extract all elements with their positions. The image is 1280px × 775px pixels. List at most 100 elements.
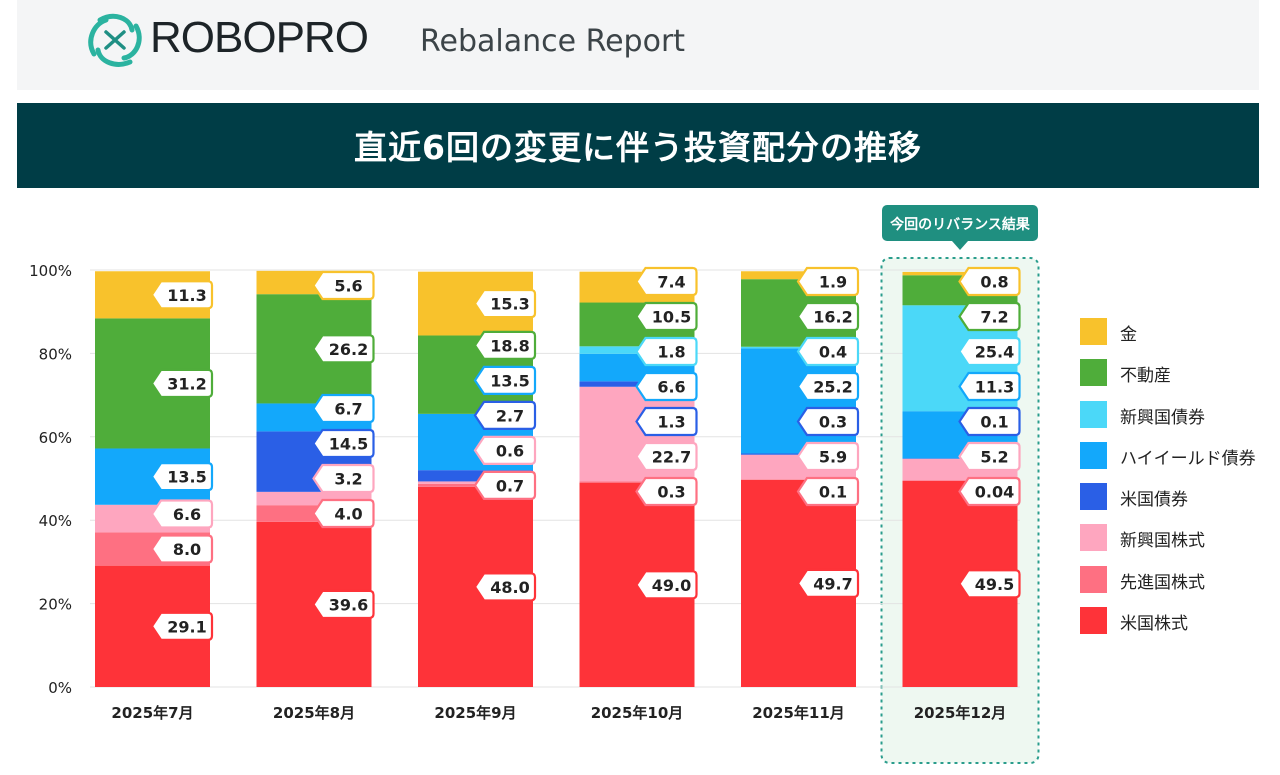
data-label: 1.3 bbox=[657, 413, 685, 432]
bar-segment bbox=[741, 271, 856, 280]
data-label-box bbox=[958, 301, 1021, 332]
data-label-box bbox=[312, 589, 375, 620]
data-label: 5.6 bbox=[334, 277, 362, 296]
data-label-box bbox=[312, 463, 375, 494]
data-label-box bbox=[150, 462, 214, 492]
data-label: 7.4 bbox=[657, 273, 685, 292]
legend-swatch bbox=[1080, 565, 1107, 593]
data-label: 25.4 bbox=[975, 343, 1014, 362]
y-tick-label: 40% bbox=[39, 512, 72, 530]
data-label: 6.6 bbox=[657, 378, 685, 397]
data-label-box bbox=[796, 266, 860, 297]
data-label: 0.3 bbox=[819, 413, 847, 432]
data-label-box bbox=[796, 476, 860, 507]
bar-segment bbox=[418, 470, 533, 482]
data-label: 1.9 bbox=[819, 273, 847, 292]
y-tick-label: 20% bbox=[39, 596, 72, 614]
legend-label: 米国株式 bbox=[1120, 614, 1188, 635]
data-label: 3.2 bbox=[334, 470, 362, 489]
brand-name: ROBOPRO bbox=[150, 13, 369, 62]
bar-segment bbox=[902, 271, 1018, 276]
data-label-box bbox=[635, 371, 698, 402]
data-label: 13.5 bbox=[167, 468, 206, 487]
legend-label: 不動産 bbox=[1120, 366, 1171, 387]
legend-swatch bbox=[1080, 318, 1107, 345]
data-label: 11.3 bbox=[167, 286, 206, 305]
data-label: 0.7 bbox=[496, 476, 524, 495]
data-label-box bbox=[473, 470, 537, 500]
data-label-box bbox=[473, 572, 537, 602]
data-label: 49.5 bbox=[975, 575, 1014, 594]
data-label-box bbox=[150, 534, 214, 564]
data-label: 0.4 bbox=[819, 343, 847, 362]
data-label: 22.7 bbox=[652, 448, 691, 467]
y-tick-label: 100% bbox=[29, 262, 72, 280]
legend-label: 先進国株式 bbox=[1120, 572, 1205, 593]
data-label: 18.8 bbox=[490, 336, 529, 355]
x-tick-label: 2025年8月 bbox=[273, 704, 355, 722]
data-label-box bbox=[150, 280, 214, 310]
data-label: 39.6 bbox=[329, 595, 368, 614]
data-label-box bbox=[958, 371, 1021, 402]
x-tick-label: 2025年9月 bbox=[434, 704, 516, 722]
legend-label: 米国債券 bbox=[1120, 490, 1188, 511]
data-label: 6.7 bbox=[334, 400, 362, 419]
legend-label: 新興国債券 bbox=[1120, 407, 1205, 428]
data-label-box bbox=[473, 400, 537, 430]
data-label-box bbox=[473, 365, 537, 395]
data-label-box bbox=[150, 499, 214, 529]
data-label-box bbox=[796, 301, 860, 332]
data-label-box bbox=[958, 569, 1021, 599]
data-label-box bbox=[312, 270, 375, 301]
data-label: 6.6 bbox=[173, 505, 201, 524]
bar-segment bbox=[902, 480, 1018, 481]
data-label: 5.2 bbox=[980, 448, 1008, 467]
data-label-box bbox=[958, 336, 1021, 367]
data-label: 11.3 bbox=[975, 378, 1014, 397]
data-label: 0.1 bbox=[819, 483, 847, 502]
legend-swatch bbox=[1080, 607, 1107, 635]
legend-label: 新興国株式 bbox=[1120, 531, 1205, 552]
data-label: 0.1 bbox=[980, 413, 1008, 432]
legend-label: ハイイールド債券 bbox=[1120, 448, 1256, 469]
legend-swatch bbox=[1080, 359, 1107, 387]
y-tick-label: 0% bbox=[48, 679, 72, 697]
legend-swatch bbox=[1080, 524, 1107, 552]
data-label-box bbox=[958, 441, 1021, 472]
data-label-box bbox=[635, 301, 698, 332]
data-label-box bbox=[473, 435, 537, 465]
data-label: 25.2 bbox=[813, 378, 852, 397]
data-label: 31.2 bbox=[167, 374, 206, 393]
data-label: 1.8 bbox=[657, 343, 685, 362]
x-tick-label: 2025年12月 bbox=[914, 704, 1007, 722]
x-tick-label: 2025年10月 bbox=[591, 704, 684, 722]
highlight-tag bbox=[882, 205, 1038, 241]
data-label-box bbox=[796, 568, 860, 598]
data-label: 7.2 bbox=[980, 308, 1008, 327]
y-tick-label: 60% bbox=[39, 429, 72, 447]
data-label-box bbox=[635, 406, 698, 437]
data-label: 48.0 bbox=[490, 578, 529, 597]
data-label: 0.3 bbox=[657, 483, 685, 502]
data-label-box bbox=[958, 266, 1021, 297]
data-label-box bbox=[635, 476, 698, 507]
data-label: 15.3 bbox=[490, 295, 529, 314]
data-label-box bbox=[796, 371, 860, 402]
data-label-box bbox=[958, 406, 1021, 437]
legend-swatch bbox=[1080, 441, 1107, 469]
data-label: 13.5 bbox=[490, 371, 529, 390]
data-label-box bbox=[150, 368, 214, 399]
highlight-label: 今回のリバランス結果 bbox=[889, 216, 1031, 233]
data-label-box bbox=[635, 266, 698, 297]
data-label: 49.0 bbox=[652, 576, 691, 595]
data-label: 10.5 bbox=[652, 308, 691, 327]
data-label-box bbox=[150, 611, 214, 641]
chart-title-banner: 直近6回の変更に伴う投資配分の推移 bbox=[17, 103, 1259, 188]
report-header bbox=[17, 0, 1259, 90]
data-label-box bbox=[796, 406, 860, 437]
data-label: 0.8 bbox=[980, 273, 1008, 292]
x-tick-label: 2025年11月 bbox=[752, 704, 845, 722]
bar-segment bbox=[579, 481, 695, 483]
y-tick-label: 80% bbox=[39, 345, 72, 363]
data-label: 14.5 bbox=[329, 435, 368, 454]
